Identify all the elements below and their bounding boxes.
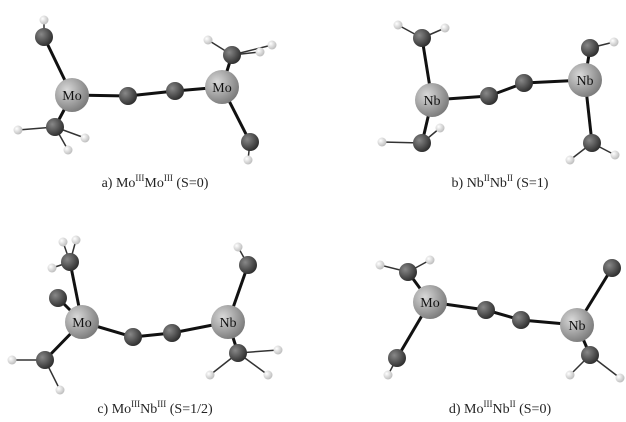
carbon-atom: [46, 118, 64, 136]
hydrogen-atom: [206, 371, 215, 380]
caption-text: (S=1): [513, 176, 549, 191]
hydrogen-atom: [441, 24, 450, 33]
carbon-atom: [515, 74, 533, 92]
hydrogen-atom: [14, 126, 23, 135]
caption-superscript: III: [131, 399, 140, 409]
caption: c) MoIIINbIII (S=1/2): [97, 399, 213, 417]
hydrogen-atom: [56, 386, 65, 395]
hydrogen-atom: [394, 21, 403, 30]
carbon-atom: [480, 87, 498, 105]
carbon-atom: [512, 311, 530, 329]
caption-text: d) Mo: [449, 402, 484, 417]
carbon-atom: [388, 349, 406, 367]
caption-text: b) Nb: [452, 176, 484, 191]
carbon-atom: [223, 46, 241, 64]
hydrogen-atom: [610, 38, 619, 47]
carbon-atom: [229, 344, 247, 362]
caption-superscript: III: [135, 173, 144, 183]
carbon-atom: [49, 289, 67, 307]
carbon-atom: [124, 328, 142, 346]
figure: MoMoa) MoIIIMoIII (S=0)NbNbb) NbIINbII (…: [0, 0, 626, 422]
caption: b) NbIINbII (S=1): [452, 173, 549, 191]
hydrogen-atom: [268, 41, 277, 50]
hydrogen-atom: [234, 243, 243, 252]
carbon-atom: [581, 346, 599, 364]
hydrogen-atom: [40, 16, 49, 25]
hydrogen-atom: [566, 156, 575, 165]
hydrogen-atom: [426, 256, 435, 265]
caption-superscript: III: [483, 399, 492, 409]
hydrogen-atom: [274, 346, 283, 355]
hydrogen-atom: [611, 151, 620, 160]
carbon-atom: [581, 39, 599, 57]
hydrogen-atom: [64, 146, 73, 155]
caption-text: (S=1/2): [166, 402, 213, 417]
hydrogen-atom: [256, 48, 265, 57]
caption-superscript: III: [157, 399, 166, 409]
caption: d) MoIIINbII (S=0): [449, 399, 552, 417]
carbon-atom: [477, 301, 495, 319]
atom-label: Nb: [219, 316, 236, 331]
atom-label: Nb: [576, 74, 593, 89]
carbon-atom: [241, 133, 259, 151]
hydrogen-atom: [264, 371, 273, 380]
carbon-atom: [119, 87, 137, 105]
carbon-atom: [163, 324, 181, 342]
caption-text: Mo: [144, 176, 163, 191]
hydrogen-atom: [378, 138, 387, 147]
hydrogen-atom: [376, 261, 385, 270]
hydrogen-atom: [204, 36, 213, 45]
carbon-atom: [413, 134, 431, 152]
carbon-atom: [603, 259, 621, 277]
carbon-atom: [36, 351, 54, 369]
hydrogen-atom: [48, 264, 57, 273]
hydrogen-atom: [384, 371, 393, 380]
caption-text: (S=0): [173, 176, 209, 191]
hydrogen-atom: [59, 238, 68, 247]
hydrogen-atom: [616, 374, 625, 383]
atom-label: Mo: [420, 296, 439, 311]
hydrogen-atom: [436, 124, 445, 133]
hydrogen-atom: [8, 356, 17, 365]
caption-text: Nb: [490, 176, 507, 191]
atom-label: Nb: [423, 94, 440, 109]
caption-superscript: III: [164, 173, 173, 183]
hydrogen-atom: [244, 156, 253, 165]
carbon-atom: [413, 29, 431, 47]
hydrogen-atom: [72, 236, 81, 245]
hydrogen-atom: [81, 134, 90, 143]
caption-text: c) Mo: [97, 402, 131, 417]
caption-text: Nb: [492, 402, 509, 417]
caption-text: a) Mo: [102, 176, 136, 191]
carbon-atom: [35, 28, 53, 46]
carbon-atom: [166, 82, 184, 100]
hydrogen-atom: [566, 371, 575, 380]
carbon-atom: [239, 256, 257, 274]
carbon-atom: [399, 263, 417, 281]
atom-label: Mo: [72, 316, 91, 331]
atom-label: Mo: [62, 89, 81, 104]
carbon-atom: [583, 134, 601, 152]
carbon-atom: [61, 253, 79, 271]
caption-text: (S=0): [516, 402, 552, 417]
caption: a) MoIIIMoIII (S=0): [102, 173, 209, 191]
caption-text: Nb: [140, 402, 157, 417]
atom-label: Mo: [212, 81, 231, 96]
atom-label: Nb: [568, 319, 585, 334]
